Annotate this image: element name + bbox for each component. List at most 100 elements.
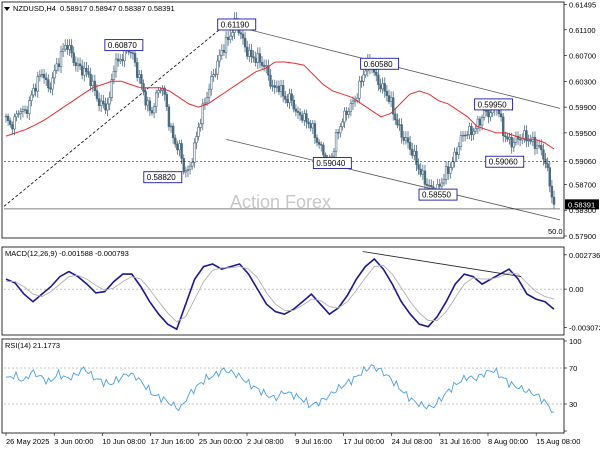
rsi-y-tick-label: 100: [569, 337, 582, 346]
candle-body: [451, 161, 454, 168]
rsi-line: [6, 364, 555, 413]
candle-body: [472, 130, 475, 135]
price-annotation-labels: 0.61190 0.60870 0.58820 0.60580 0.59040 0.599…: [104, 18, 525, 201]
candle-body: [72, 52, 75, 64]
x-tick-label: 31 Jul 16:00: [440, 437, 481, 446]
candle-body: [518, 138, 522, 141]
candle-body: [231, 32, 234, 37]
candle-body: [391, 97, 395, 115]
candle-body: [112, 71, 116, 80]
candle-body: [226, 36, 230, 40]
candle-body: [510, 136, 513, 148]
candle-body: [36, 76, 39, 92]
price-y-tick-label: 0.60300: [569, 77, 596, 86]
candle-body: [40, 73, 44, 76]
candle-body: [417, 164, 420, 170]
candle-body: [502, 116, 505, 137]
candle-body: [537, 145, 541, 147]
macd-y-tick-label: 0.002736: [569, 251, 600, 260]
price-label-text: 0.59950: [478, 100, 507, 109]
candle-body: [430, 185, 433, 188]
price-label-box: [360, 57, 400, 70]
price-label-box: [312, 157, 352, 169]
candle-body: [216, 60, 219, 75]
candle-body: [353, 100, 357, 102]
candle-body: [385, 90, 389, 97]
candle-body: [499, 113, 503, 118]
candle-body: [32, 87, 35, 96]
candle-body: [250, 49, 253, 58]
candle-body: [461, 134, 465, 137]
candle-body: [256, 53, 259, 63]
candle-body: [512, 142, 515, 148]
candle-body: [25, 109, 29, 114]
candle-body: [307, 121, 310, 124]
candle-body: [146, 100, 149, 106]
price-y-tick-label: 0.58300: [569, 206, 596, 215]
price-y-tick-label: 0.60700: [569, 52, 596, 61]
candle-body: [345, 110, 348, 115]
candle-body: [23, 109, 27, 111]
candle-body: [275, 85, 279, 88]
candle-body: [305, 113, 308, 123]
candle-body: [271, 85, 274, 87]
candle-body: [284, 95, 287, 100]
candle-body: [55, 63, 58, 71]
candle-body: [487, 110, 490, 118]
candle-body: [265, 65, 268, 68]
price-panel-frame: [1, 1, 565, 239]
candle-body: [190, 161, 194, 167]
candle-body: [364, 70, 367, 76]
price-label-box: [474, 98, 514, 111]
candle-body: [68, 45, 71, 50]
macd-y-tick-label: -0.003073: [569, 324, 600, 333]
price-label-text: 0.60870: [108, 41, 137, 50]
candle-body: [197, 127, 200, 137]
candle-body: [389, 97, 393, 102]
candle-body: [4, 115, 8, 118]
candle-body: [131, 52, 135, 54]
macd-y-axis: 0.002736 0.00 -0.003073: [564, 251, 600, 333]
candle-body: [468, 126, 471, 136]
candle-body: [419, 168, 422, 175]
price-y-axis: 0.61495 0.61100 0.60700 0.60300 0.59900 0.595…: [564, 0, 599, 241]
candle-body: [17, 113, 20, 115]
candle-body: [489, 112, 492, 118]
moving-average-line: [5, 61, 555, 150]
candle-body: [74, 62, 78, 66]
candle-body: [93, 80, 97, 91]
candle-body: [438, 184, 441, 187]
candle-body: [186, 169, 190, 171]
candle-body: [87, 71, 90, 75]
price-y-tick-label: 0.61100: [569, 26, 596, 35]
candle-body: [19, 111, 23, 115]
current-price-label: 0.58391: [568, 200, 595, 209]
candle-body: [13, 116, 16, 130]
candle-body: [38, 74, 42, 77]
candle-body: [514, 135, 518, 143]
candle-body: [49, 87, 52, 90]
candle-body: [121, 59, 124, 62]
channel-lower-line: [226, 138, 561, 221]
dashed-uptrend-line: [3, 23, 227, 207]
rsi-y-axis: 100 70 30: [564, 337, 582, 432]
candle-body: [78, 63, 82, 67]
candle-body: [254, 57, 257, 63]
candle-body: [15, 113, 18, 118]
current-price-tag: [565, 199, 599, 210]
candle-body: [466, 134, 469, 136]
candle-body: [421, 170, 425, 175]
candle-body: [548, 167, 551, 187]
candle-body: [222, 49, 226, 53]
candle-body: [9, 120, 12, 125]
dropdown-triangle-icon[interactable]: [4, 7, 10, 11]
rsi-title: RSI(14) 21.1773: [5, 341, 60, 350]
x-tick-label: 8 Aug 00:00: [488, 437, 528, 446]
candle-body: [229, 35, 232, 40]
candle-body: [140, 74, 143, 84]
candle-body: [301, 114, 304, 121]
candle-body: [218, 54, 221, 62]
candle-body: [212, 74, 215, 77]
candle-body: [413, 150, 416, 156]
candle-body: [70, 45, 73, 54]
